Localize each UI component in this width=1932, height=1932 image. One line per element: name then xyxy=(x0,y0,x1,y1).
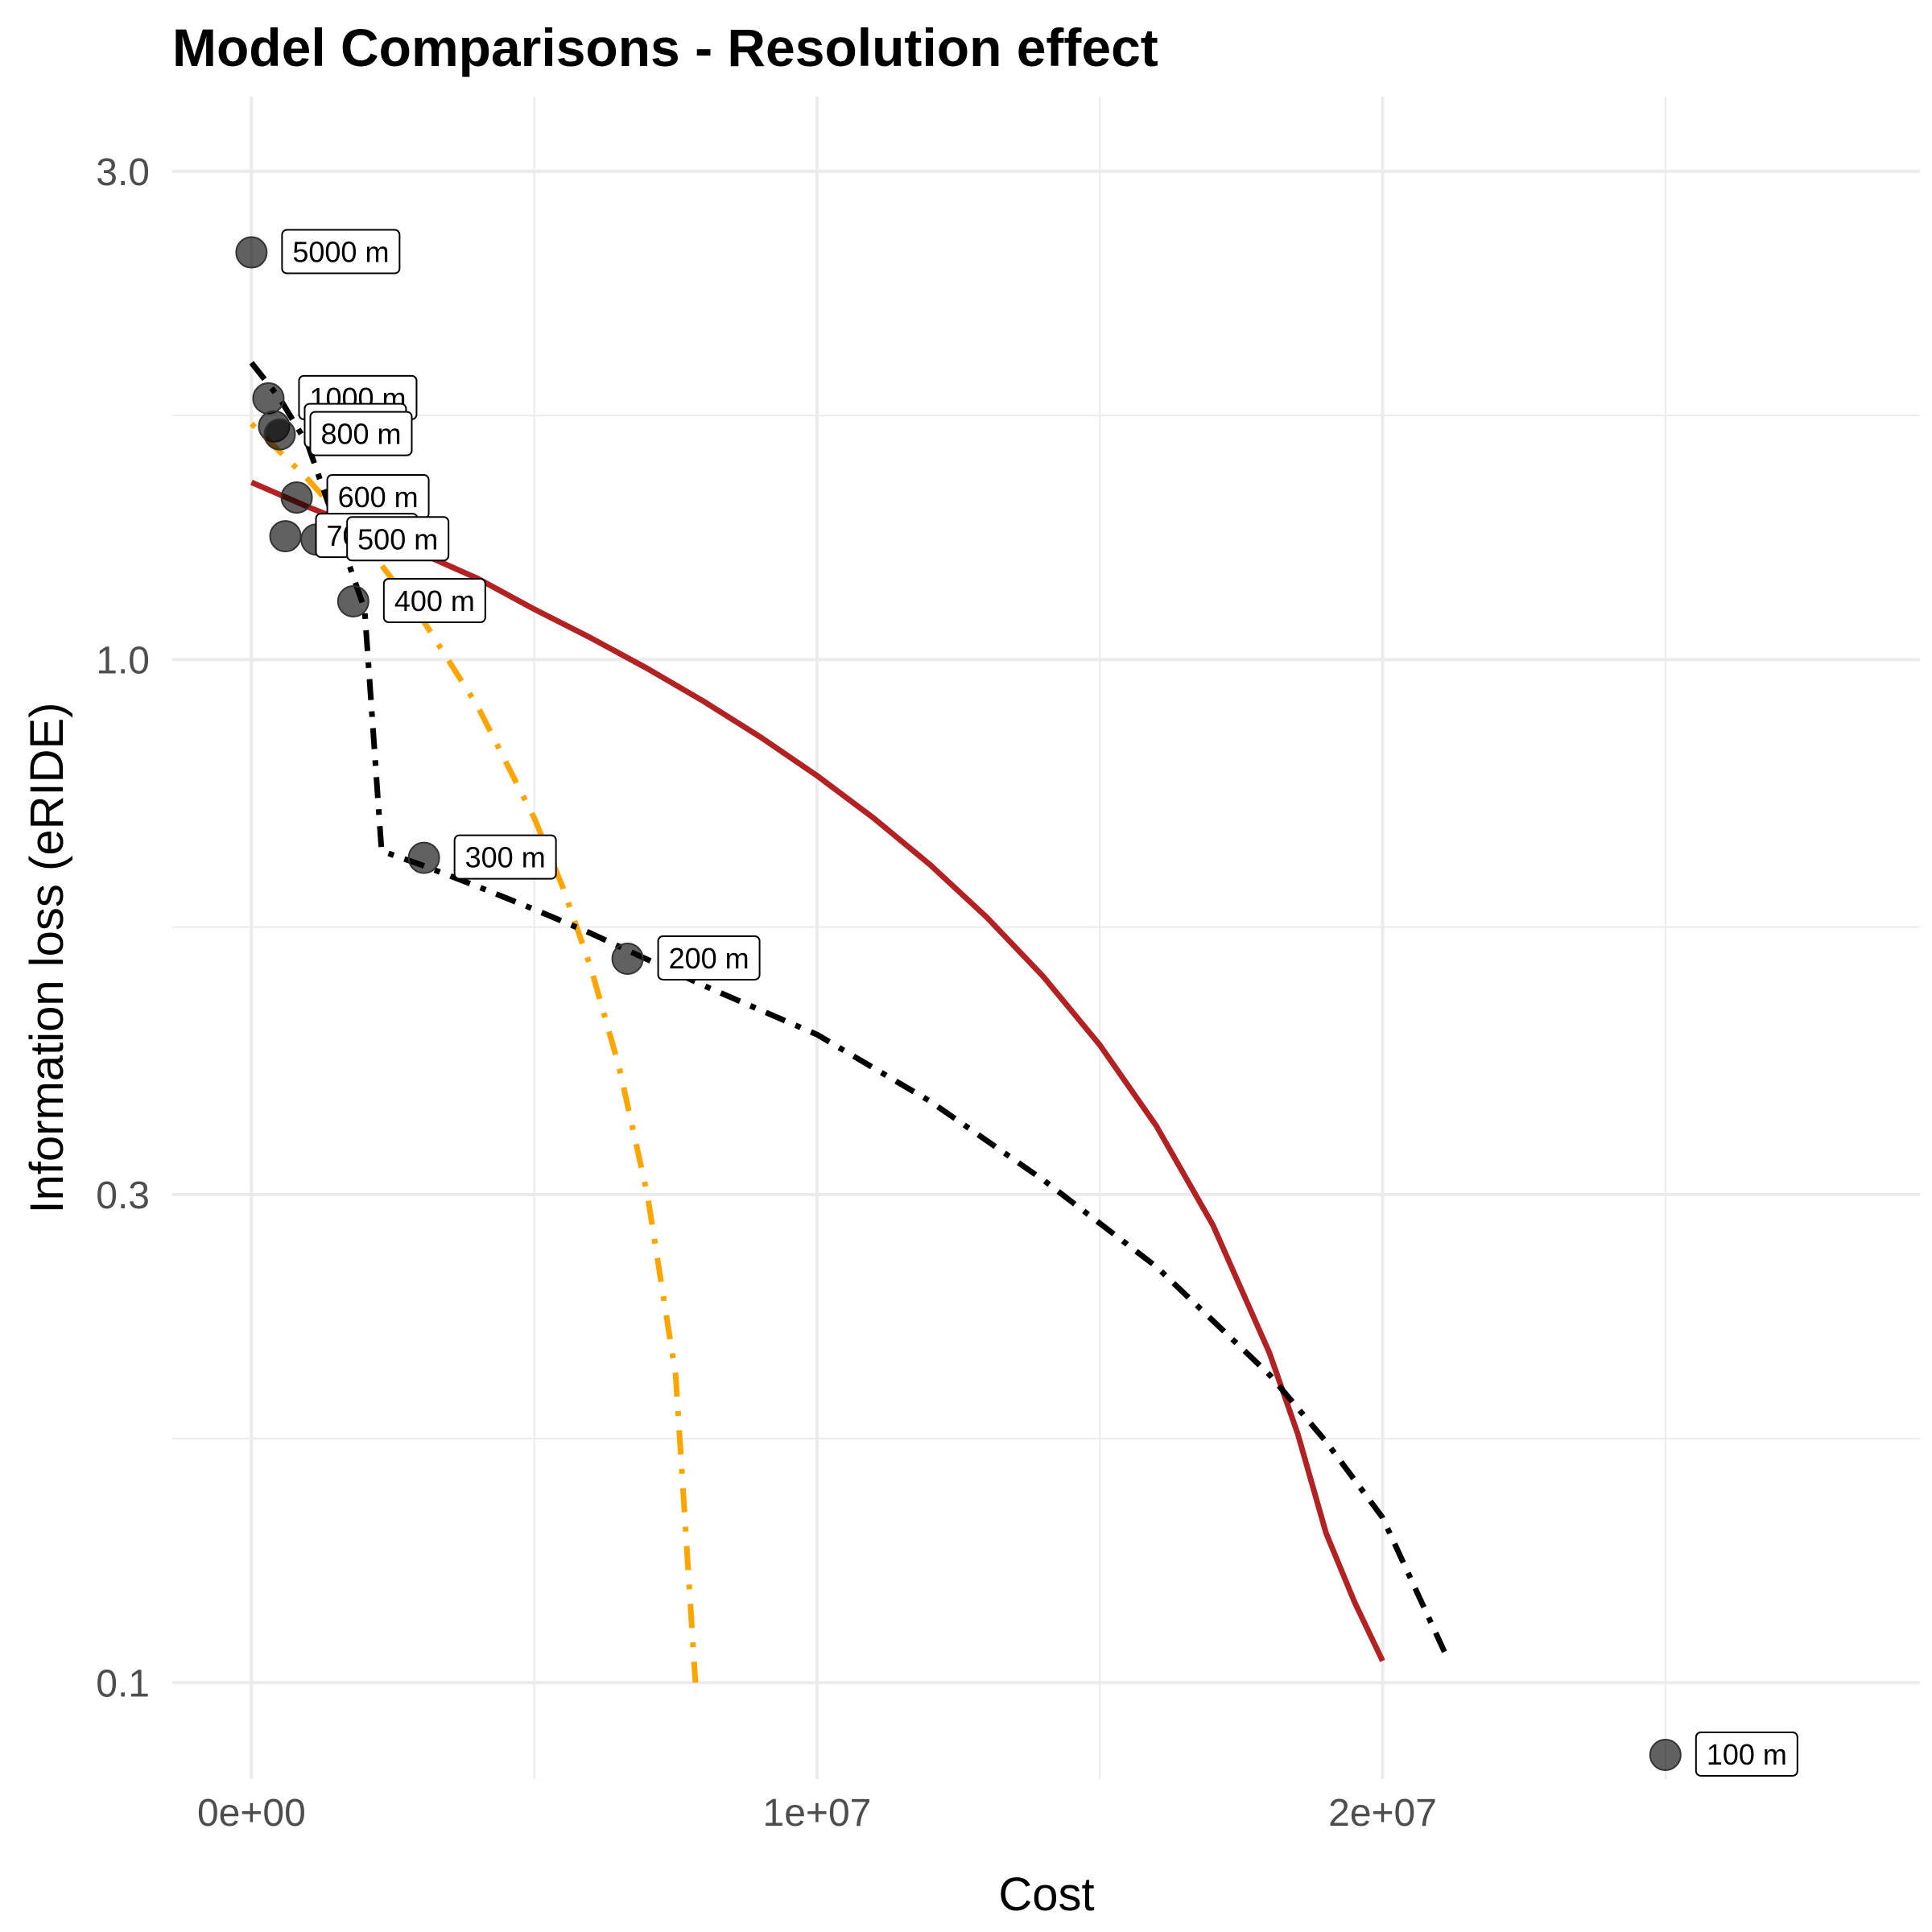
point-label-text: 100 m xyxy=(1707,1738,1787,1771)
point-label-text: 500 m xyxy=(357,522,438,555)
x-tick-label: 1e+07 xyxy=(763,1792,872,1835)
point-label-text: 5000 m xyxy=(292,236,389,269)
data-point xyxy=(252,382,285,415)
point-label: 400 m xyxy=(382,577,486,623)
data-point xyxy=(407,841,440,874)
x-tick-label: 0e+00 xyxy=(197,1792,306,1835)
y-axis-title: Information loss (eRIDE) xyxy=(21,703,73,1214)
chart-title: Model Comparisons - Resolution effect xyxy=(172,18,1158,77)
point-label-box xyxy=(657,935,761,980)
x-axis-title: Cost xyxy=(998,1868,1094,1921)
point-label: 200 m xyxy=(657,935,761,980)
y-tick-label: 3.0 xyxy=(96,151,150,194)
data-point xyxy=(235,236,268,269)
point-label-box xyxy=(346,516,450,562)
point-label-box xyxy=(382,577,486,623)
point-label: 800 m xyxy=(309,411,413,456)
point-label-text: 300 m xyxy=(465,841,546,874)
y-tick-label: 0.1 xyxy=(96,1662,150,1705)
data-point xyxy=(263,418,296,451)
y-tick-label: 0.3 xyxy=(96,1174,150,1217)
series-line-3 xyxy=(249,361,1447,1654)
point-label-text: 600 m xyxy=(338,481,419,514)
point-label-box xyxy=(309,411,413,456)
y-tick-label: 1.0 xyxy=(96,639,150,682)
point-label: 500 m xyxy=(346,516,450,562)
point-label-box xyxy=(281,229,401,275)
axis-ticks: 0.1 0.3 1.0 3.0 0e+00 1e+07 2e+07 xyxy=(96,151,1437,1835)
data-point xyxy=(336,584,369,617)
point-label-text: 200 m xyxy=(669,942,749,975)
series-line-1 xyxy=(250,479,1385,1662)
point-label-box xyxy=(1695,1731,1798,1777)
data-point xyxy=(1649,1738,1682,1771)
grid xyxy=(172,97,1920,1779)
point-label: 600 m xyxy=(326,474,430,520)
data-point xyxy=(280,481,313,514)
point-label: 5000 m xyxy=(281,229,401,275)
x-tick-label: 2e+07 xyxy=(1328,1792,1437,1835)
point-label: 100 m xyxy=(1695,1731,1798,1777)
point-label-box xyxy=(453,834,557,880)
point-label-text: 800 m xyxy=(320,418,401,451)
data-points xyxy=(235,236,1682,1771)
data-point xyxy=(611,942,644,975)
data-point xyxy=(269,520,302,553)
point-label-text: 400 m xyxy=(394,584,475,617)
point-label: 300 m xyxy=(453,834,557,880)
